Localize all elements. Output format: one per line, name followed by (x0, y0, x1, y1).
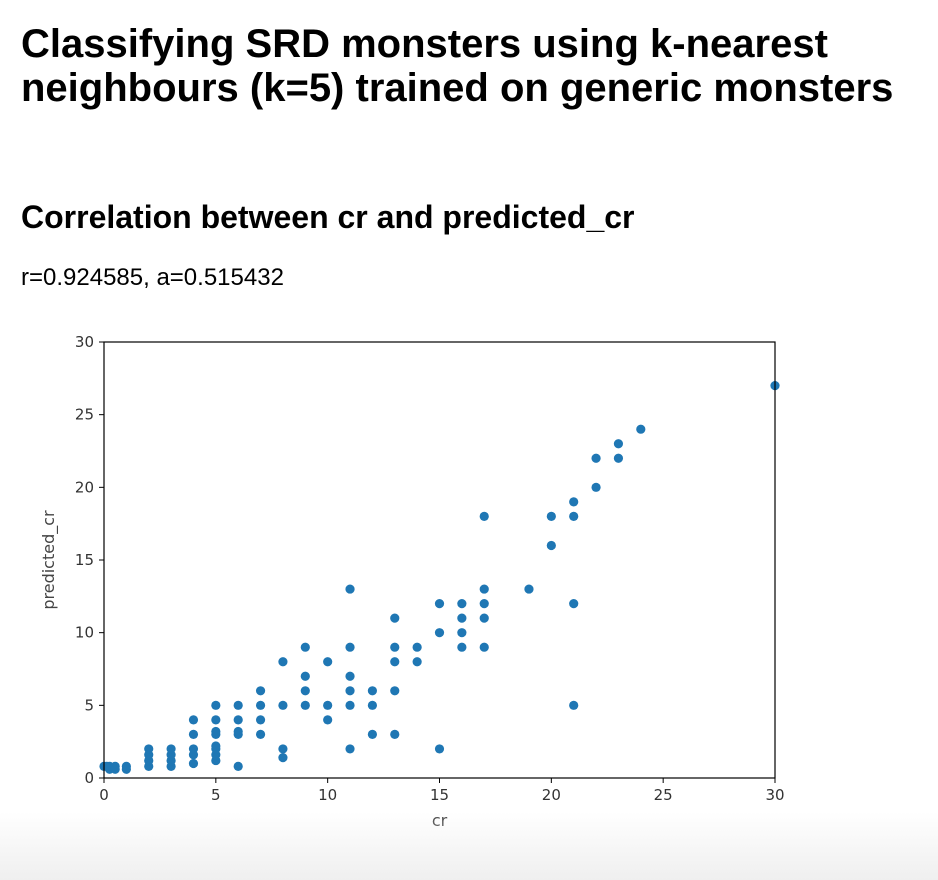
scatter-point (412, 657, 422, 667)
scatter-point (390, 613, 400, 623)
scatter-point (457, 642, 467, 652)
scatter-point (434, 744, 445, 754)
scatter-point (188, 744, 199, 754)
scatter-point (121, 764, 131, 774)
scatter-point (636, 424, 646, 434)
scatter-point (591, 453, 601, 463)
scatter-point (591, 482, 601, 492)
scatter-point (479, 511, 489, 521)
scatter-point (188, 758, 199, 769)
scatter-point (255, 686, 266, 696)
scatter-point (188, 729, 199, 739)
scatter-point (390, 686, 400, 696)
scatter-point (188, 715, 199, 725)
x-tick-label: 30 (765, 786, 784, 804)
scatter-point (211, 726, 221, 737)
x-tick-label: 25 (654, 786, 673, 804)
scatter-point (457, 613, 467, 623)
points-layer (99, 381, 780, 774)
scatter-point (255, 729, 266, 739)
scatter-point (390, 729, 400, 739)
scatter-point (569, 497, 579, 507)
x-axis: 0 5 10 15 20 25 30 (99, 778, 785, 804)
scatter-point (300, 700, 310, 710)
plot-frame (103, 341, 776, 779)
scroll-fade (0, 812, 938, 880)
scatter-point (233, 715, 243, 725)
scatter-point (345, 686, 355, 696)
scatter-point (479, 584, 489, 594)
scatter-point (524, 584, 534, 594)
scatter-point (569, 511, 579, 521)
scatter-point (434, 599, 445, 609)
scatter-point (278, 744, 288, 754)
scatter-point (345, 642, 355, 652)
x-tick-label: 15 (430, 786, 449, 804)
scatter-point (479, 599, 489, 609)
y-tick-label: 20 (75, 478, 94, 496)
x-tick-label: 20 (542, 786, 561, 804)
scatter-point (434, 628, 445, 638)
y-tick-label: 10 (75, 624, 94, 642)
x-tick-label: 0 (99, 786, 109, 804)
scatter-point (323, 657, 333, 667)
scatter-point (345, 671, 355, 681)
scatter-point (412, 642, 422, 652)
scatter-point (390, 642, 400, 652)
scatter-point (144, 744, 154, 754)
scatter-point (233, 726, 243, 737)
y-tick-label: 30 (75, 333, 94, 351)
scatter-point (300, 671, 310, 681)
y-axis: 0 5 10 15 20 25 30 (75, 333, 104, 787)
scatter-point (345, 584, 355, 594)
scatter-point (255, 715, 266, 725)
scatter-point (613, 439, 624, 449)
scatter-point (278, 700, 288, 710)
scatter-point (457, 628, 467, 638)
scatter-point (546, 540, 556, 551)
scatter-point (300, 642, 310, 652)
scatter-point (479, 642, 489, 652)
scatter-point (546, 511, 556, 521)
scatter-point (569, 700, 579, 710)
scatter-point (211, 700, 221, 710)
y-tick-label: 25 (75, 406, 94, 424)
scatter-point (278, 753, 288, 763)
scatter-point (367, 729, 377, 739)
scatter-point (569, 599, 579, 609)
y-axis-label: predicted_cr (39, 510, 59, 610)
scatter-point (323, 700, 333, 710)
scatter-point (367, 686, 377, 696)
scatter-point (367, 700, 377, 710)
scatter-point (166, 744, 176, 754)
scatter-point (390, 657, 400, 667)
scatter-point (323, 715, 333, 725)
scatter-point (479, 613, 489, 623)
scatter-point (211, 741, 221, 751)
scatter-point (300, 686, 310, 696)
page-title: Classifying SRD monsters using k-nearest… (21, 22, 894, 110)
y-tick-label: 15 (75, 551, 94, 569)
scatter-point (457, 599, 467, 609)
y-tick-label: 5 (84, 696, 94, 714)
y-tick-label: 0 (84, 769, 94, 787)
scatter-point (345, 700, 355, 710)
correlation-stats: r=0.924585, a=0.515432 (21, 264, 284, 291)
scatter-point (613, 453, 624, 463)
scatter-point (278, 657, 288, 667)
chart-subtitle: Correlation between cr and predicted_cr (21, 199, 635, 235)
scatter-point (233, 761, 243, 771)
scatter-point (233, 700, 243, 710)
x-tick-label: 10 (318, 786, 337, 804)
scatter-point (110, 764, 120, 774)
x-tick-label: 5 (211, 786, 221, 804)
scatter-point (345, 744, 355, 754)
scatter-point (255, 700, 266, 710)
scatter-point (211, 715, 221, 725)
